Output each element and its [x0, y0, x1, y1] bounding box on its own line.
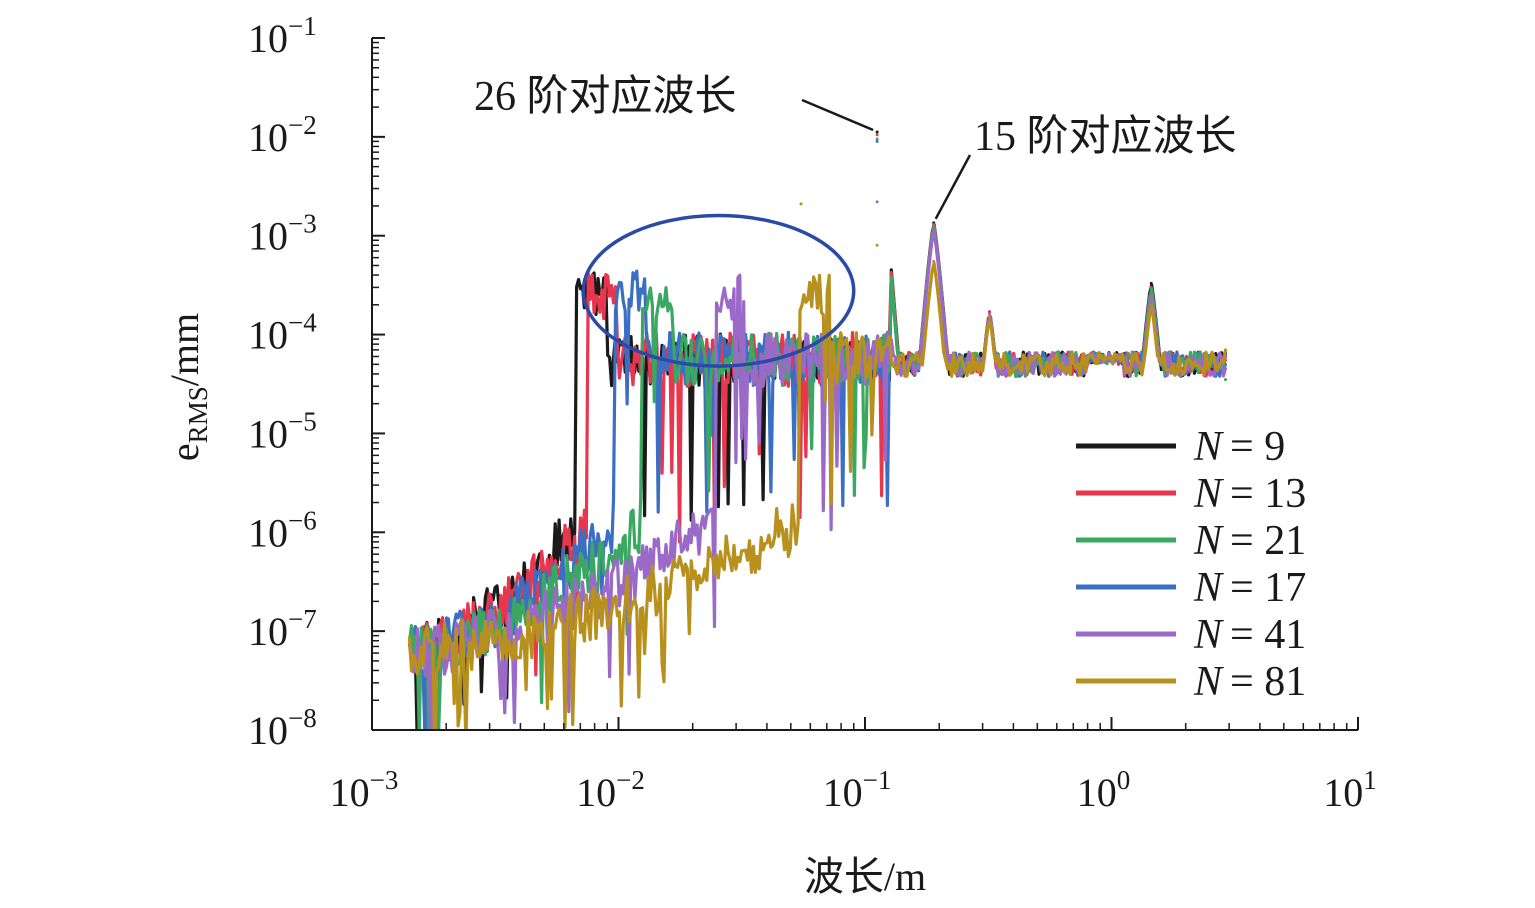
legend-label: N = 17 [1193, 565, 1306, 611]
x-tick-label: 10−3 [330, 765, 399, 815]
data-point [1223, 367, 1227, 371]
legend-label: N = 41 [1193, 612, 1306, 658]
y-tick-label: 10−6 [248, 505, 317, 555]
x-tick-label: 10−1 [823, 765, 892, 815]
data-point [875, 133, 879, 137]
data-point [932, 224, 936, 228]
axes: 10−1 10−2 10−3 10−4 10−5 10−6 10−7 10−8 10−3 10−2… [162, 11, 1377, 899]
legend-label: N = 13 [1193, 471, 1306, 517]
series-line-N81 [407, 261, 1228, 730]
data-point [988, 312, 992, 316]
data-point [1223, 378, 1227, 382]
data-point [875, 200, 879, 204]
y-tick-label: 10−3 [248, 209, 317, 259]
data-point [875, 243, 879, 247]
series-line-N17 [408, 228, 1227, 730]
annotations: 26 阶对应波长 15 阶对应波长 [474, 73, 1237, 220]
x-axis-title: 波长/m [804, 854, 926, 899]
legend-label: N = 9 [1193, 424, 1285, 470]
data-point [1149, 287, 1153, 291]
legend: N = 9N = 13N = 21N = 17N = 41N = 81 [1076, 424, 1306, 705]
y-tick-label: 10−5 [248, 406, 317, 456]
data-point [875, 137, 879, 141]
y-axis-title: eRMS/mm [162, 313, 213, 461]
annotation-26-leader [801, 98, 874, 132]
data-point [1149, 281, 1153, 285]
data-point [1149, 303, 1153, 307]
y-tick-label: 10−7 [248, 604, 317, 654]
y-tick-label: 10−2 [248, 110, 317, 160]
annotation-15: 15 阶对应波长 [974, 113, 1237, 160]
data-point [799, 202, 803, 206]
highlight-ellipse-shape [581, 213, 856, 368]
y-tick-label: 10−4 [248, 308, 317, 358]
data-point [932, 259, 936, 263]
x-tick-label: 100 [1077, 765, 1131, 815]
data-point [932, 228, 936, 232]
x-tick-label: 10−2 [576, 765, 645, 815]
data-point [1149, 295, 1153, 299]
legend-label: N = 21 [1193, 518, 1306, 564]
annotation-26: 26 阶对应波长 [474, 73, 737, 120]
data-point [875, 139, 879, 143]
data-point [1223, 348, 1227, 352]
highlight-ellipse [581, 213, 856, 368]
data-point [988, 310, 992, 314]
series-layer [407, 130, 1228, 730]
data-point [875, 130, 879, 134]
data-point [988, 315, 992, 319]
annotation-15-leader [934, 154, 972, 220]
legend-label: N = 81 [1193, 659, 1306, 705]
y-tick-label: 10−8 [248, 703, 317, 753]
x-tick-label: 101 [1323, 765, 1377, 815]
y-tick-label: 10−1 [248, 11, 317, 61]
